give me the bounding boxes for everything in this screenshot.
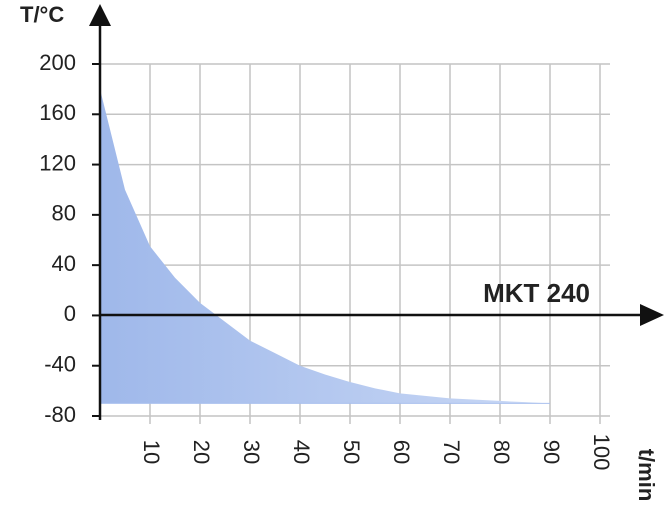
x-tick-label: 30	[239, 440, 264, 464]
x-tick-label: 60	[389, 440, 414, 464]
y-tick-label: 80	[52, 201, 76, 226]
y-axis-label: T/°C	[20, 2, 64, 27]
x-tick-label: 90	[539, 440, 564, 464]
x-tick-label: 10	[139, 440, 164, 464]
x-tick-label: 70	[439, 440, 464, 464]
y-tick-label: 120	[39, 150, 76, 175]
x-axis-arrow	[640, 304, 664, 326]
y-tick-label: -40	[44, 352, 76, 377]
y-axis-arrow	[89, 4, 111, 26]
y-tick-label: 200	[39, 50, 76, 75]
x-tick-label: 50	[339, 440, 364, 464]
x-axis-label: t/min	[634, 449, 659, 502]
annotation: MKT 240	[483, 278, 590, 308]
y-tick-label: 0	[64, 301, 76, 326]
area	[100, 89, 550, 404]
x-tick-label: 40	[289, 440, 314, 464]
plot-area	[100, 89, 550, 404]
x-tick-label: 80	[489, 440, 514, 464]
y-tick-label: 160	[39, 100, 76, 125]
x-tick-label: 100	[589, 434, 614, 471]
x-tick-label: 20	[189, 440, 214, 464]
y-tick-label: -80	[44, 402, 76, 427]
grid	[100, 63, 610, 424]
y-tick-label: 40	[52, 251, 76, 276]
